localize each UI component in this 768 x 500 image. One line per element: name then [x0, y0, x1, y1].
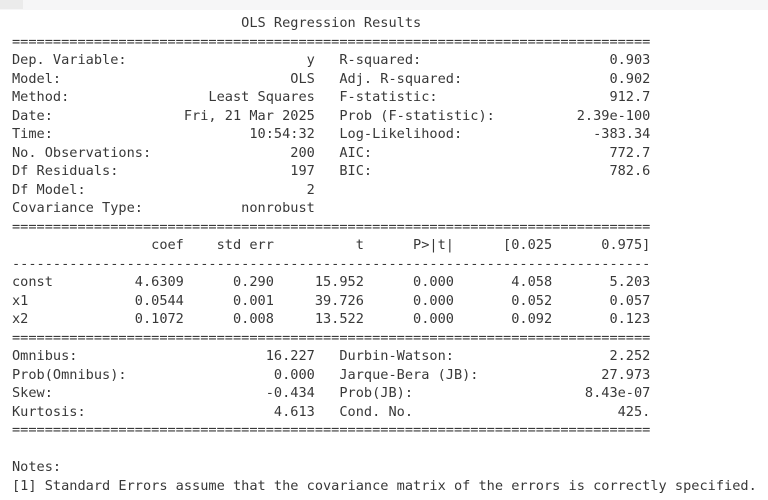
summary-info-table: Dep. Variable: y R-squared: 0.903 Model:… [12, 52, 651, 235]
summary-diagnostics-table: Omnibus: 16.227 Durbin-Watson: 2.252 Pro… [12, 348, 651, 439]
summary-title-section: OLS Regression Results =================… [12, 15, 651, 50]
summary-coef-table: coef std err t P>|t| [0.025 0.975] -----… [12, 237, 651, 346]
summary-notes: Notes: [1] Standard Errors assume that t… [12, 459, 757, 494]
top-bar-corner-block [0, 0, 23, 9]
top-bar [0, 0, 768, 10]
ols-regression-summary: OLS Regression Results =================… [12, 14, 757, 495]
